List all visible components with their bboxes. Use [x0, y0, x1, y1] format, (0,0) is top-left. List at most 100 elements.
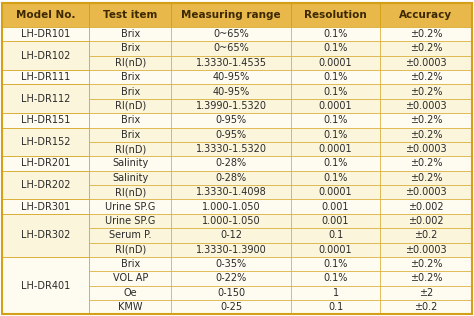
- Bar: [380, 84, 472, 99]
- Bar: [89, 228, 171, 243]
- Text: Urine SP.G: Urine SP.G: [105, 202, 155, 212]
- Text: ±0.2%: ±0.2%: [410, 273, 442, 283]
- Bar: [291, 199, 380, 214]
- Bar: [380, 156, 472, 171]
- Bar: [2, 27, 89, 41]
- Text: 0.1%: 0.1%: [323, 158, 348, 168]
- Bar: [171, 286, 291, 300]
- Text: ±0.0003: ±0.0003: [405, 187, 447, 197]
- Bar: [2, 41, 89, 70]
- Bar: [380, 41, 472, 56]
- Bar: [89, 271, 171, 286]
- Text: ±0.2: ±0.2: [414, 302, 438, 312]
- Bar: [171, 127, 291, 142]
- Text: LH-DR102: LH-DR102: [21, 51, 71, 61]
- Bar: [171, 199, 291, 214]
- Text: 1.000-1.050: 1.000-1.050: [202, 202, 260, 212]
- Text: ±0.0003: ±0.0003: [405, 245, 447, 255]
- Bar: [171, 99, 291, 113]
- Text: 0-28%: 0-28%: [216, 158, 246, 168]
- Text: RI(nD): RI(nD): [115, 144, 146, 154]
- Bar: [2, 84, 89, 99]
- Bar: [89, 27, 171, 41]
- Text: LH-DR111: LH-DR111: [21, 72, 71, 82]
- Bar: [380, 99, 472, 113]
- Text: 0-28%: 0-28%: [216, 173, 246, 183]
- Bar: [2, 171, 89, 199]
- Bar: [291, 156, 380, 171]
- Text: 0-95%: 0-95%: [216, 130, 246, 140]
- Bar: [89, 41, 171, 56]
- Text: 0.001: 0.001: [322, 202, 349, 212]
- Text: ±0.0003: ±0.0003: [405, 144, 447, 154]
- Text: Serum P.: Serum P.: [109, 230, 152, 240]
- Text: 1.000-1.050: 1.000-1.050: [202, 216, 260, 226]
- Bar: [291, 27, 380, 41]
- Bar: [89, 214, 171, 228]
- Bar: [171, 214, 291, 228]
- Bar: [89, 113, 171, 127]
- Bar: [380, 214, 472, 228]
- Bar: [2, 185, 89, 199]
- Text: LH-DR152: LH-DR152: [21, 137, 71, 147]
- Text: 0-150: 0-150: [217, 288, 245, 298]
- Text: 1.3990-1.5320: 1.3990-1.5320: [196, 101, 267, 111]
- Bar: [89, 142, 171, 156]
- Text: VOL AP: VOL AP: [112, 273, 148, 283]
- Text: 0-95%: 0-95%: [216, 115, 246, 125]
- Bar: [2, 243, 89, 257]
- Text: LH-DR112: LH-DR112: [21, 94, 71, 104]
- Text: 1.3330-1.4535: 1.3330-1.4535: [196, 58, 267, 68]
- Text: Brix: Brix: [120, 115, 140, 125]
- Text: Test item: Test item: [103, 10, 157, 20]
- Text: ±2: ±2: [419, 288, 433, 298]
- Bar: [2, 70, 89, 84]
- Text: LH-DR301: LH-DR301: [21, 202, 71, 212]
- Bar: [89, 286, 171, 300]
- Bar: [171, 3, 291, 27]
- Bar: [2, 199, 89, 214]
- Text: ±0.2%: ±0.2%: [410, 130, 442, 140]
- Bar: [2, 3, 89, 27]
- Text: Oe: Oe: [123, 288, 137, 298]
- Bar: [171, 142, 291, 156]
- Text: LH-DR201: LH-DR201: [21, 158, 71, 168]
- Bar: [2, 257, 89, 271]
- Text: 0.0001: 0.0001: [319, 187, 352, 197]
- Bar: [2, 113, 89, 127]
- Bar: [2, 228, 89, 243]
- Bar: [380, 300, 472, 314]
- Bar: [291, 142, 380, 156]
- Bar: [380, 257, 472, 271]
- Text: LH-DR101: LH-DR101: [21, 29, 71, 39]
- Text: 0.1%: 0.1%: [323, 87, 348, 97]
- Text: 0.1%: 0.1%: [323, 273, 348, 283]
- Text: RI(nD): RI(nD): [115, 245, 146, 255]
- Bar: [380, 27, 472, 41]
- Text: 0.0001: 0.0001: [319, 101, 352, 111]
- Bar: [171, 70, 291, 84]
- Bar: [89, 171, 171, 185]
- Bar: [291, 185, 380, 199]
- Text: 0~65%: 0~65%: [213, 43, 249, 53]
- Text: ±0.2%: ±0.2%: [410, 158, 442, 168]
- Text: 0.0001: 0.0001: [319, 245, 352, 255]
- Text: RI(nD): RI(nD): [115, 187, 146, 197]
- Bar: [89, 156, 171, 171]
- Bar: [380, 243, 472, 257]
- Text: ±0.2%: ±0.2%: [410, 173, 442, 183]
- Text: Brix: Brix: [120, 29, 140, 39]
- Text: Brix: Brix: [120, 259, 140, 269]
- Text: RI(nD): RI(nD): [115, 101, 146, 111]
- Bar: [291, 171, 380, 185]
- Text: 0.0001: 0.0001: [319, 58, 352, 68]
- Bar: [171, 185, 291, 199]
- Text: 0.1: 0.1: [328, 302, 343, 312]
- Text: 0-12: 0-12: [220, 230, 242, 240]
- Bar: [291, 214, 380, 228]
- Text: ±0.002: ±0.002: [408, 202, 444, 212]
- Bar: [89, 199, 171, 214]
- Bar: [89, 257, 171, 271]
- Bar: [2, 84, 89, 113]
- Text: ±0.002: ±0.002: [408, 216, 444, 226]
